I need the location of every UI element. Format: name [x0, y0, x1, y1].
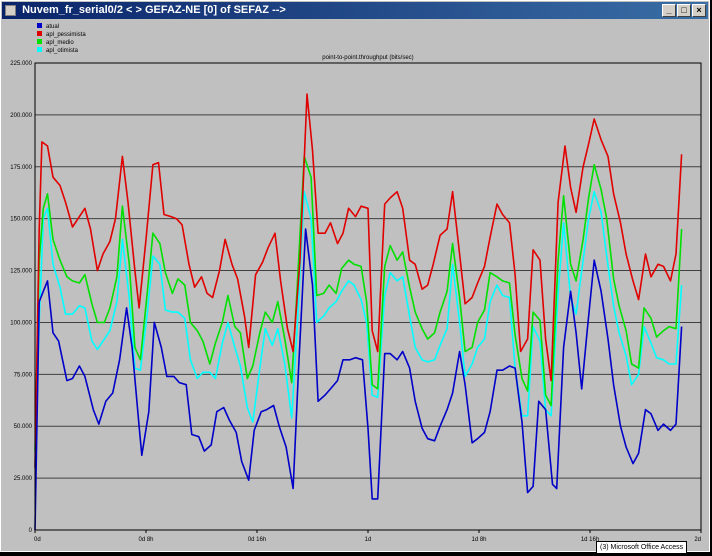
x-tick-label: 1d 8h	[471, 537, 486, 543]
chart-area: atual apl_pessimista apl_medio apl_otimista…	[4, 21, 706, 551]
window-title: Nuvem_fr_serial0/2 < > GEFAZ-NE [0] of S…	[22, 4, 286, 16]
chart-title: point-to-point.throughput (bits/sec)	[322, 55, 413, 61]
y-tick-label: 150.000	[10, 217, 32, 223]
close-button[interactable]: ×	[692, 4, 706, 17]
throughput-chart: atual apl_pessimista apl_medio apl_otimista…	[10, 23, 702, 543]
x-axis-ticks: 0d 0d 8h 0d 16h 1d 1d 8h 1d 16h 2d	[34, 530, 702, 543]
x-tick-label: 0d	[34, 537, 41, 543]
x-tick-label: 0d 8h	[138, 537, 153, 543]
y-tick-label: 25.000	[14, 476, 33, 482]
taskbar-popup[interactable]: (3) Microsoft Office Access	[596, 541, 688, 554]
legend-swatch-apl-medio	[37, 39, 42, 44]
series-line-apl-medio	[34, 155, 683, 452]
y-axis-ticks: 0 25.000 50.000 75.000 100.000 125.000 150.000…	[10, 61, 32, 534]
legend: atual apl_pessimista apl_medio apl_otimista	[37, 23, 86, 54]
series-line-apl-pessimista	[34, 93, 683, 468]
legend-label-atual: atual	[46, 24, 59, 30]
legend-label-apl-pessimista: apl_pessimista	[46, 32, 86, 38]
minimize-button[interactable]: _	[662, 4, 676, 17]
legend-swatch-apl-pessimista	[37, 31, 42, 36]
y-tick-label: 100.000	[10, 320, 32, 326]
y-tick-label: 125.000	[10, 269, 32, 275]
y-tick-label: 75.000	[14, 372, 33, 378]
x-tick-label: 1d 16h	[581, 537, 599, 543]
legend-label-apl-otimista: apl_otimista	[46, 48, 79, 54]
x-tick-label: 1d	[365, 537, 372, 543]
legend-swatch-apl-otimista	[37, 47, 42, 52]
window-controls: _ □ ×	[661, 4, 706, 17]
plot-frame	[34, 62, 702, 531]
series-line-apl-otimista	[34, 190, 683, 468]
legend-label-apl-medio: apl_medio	[46, 40, 74, 46]
legend-swatch-atual	[37, 23, 42, 28]
y-tick-label: 0	[29, 528, 33, 534]
y-tick-label: 225.000	[10, 61, 32, 67]
app-icon	[5, 5, 16, 16]
maximize-button[interactable]: □	[677, 4, 691, 17]
x-tick-label: 2d	[694, 537, 701, 543]
y-tick-label: 175.000	[10, 165, 32, 171]
series-line-atual	[34, 228, 683, 531]
x-tick-label: 0d 16h	[248, 537, 266, 543]
y-tick-label: 50.000	[14, 424, 33, 430]
series-lines	[34, 93, 683, 531]
y-tick-label: 200.000	[10, 113, 32, 119]
title-bar[interactable]: Nuvem_fr_serial0/2 < > GEFAZ-NE [0] of S…	[2, 2, 708, 19]
